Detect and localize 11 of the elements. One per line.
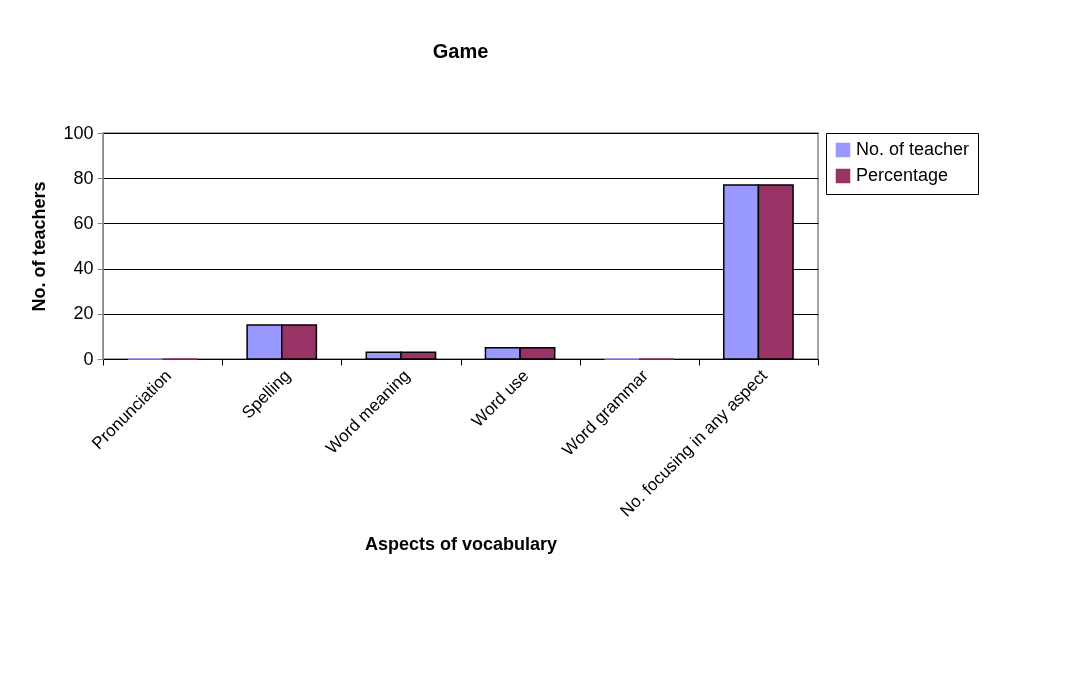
y-tick-label: 100 (63, 122, 94, 143)
y-tick-label: 60 (73, 212, 94, 233)
y-tick-label: 0 (83, 348, 94, 369)
y-axis-title: No. of teachers (29, 181, 50, 312)
x-axis-title: Aspects of vocabulary (364, 533, 558, 554)
chart-title: Game (432, 40, 489, 62)
legend-label: Percentage (856, 165, 949, 185)
y-tick-label: 20 (73, 303, 94, 324)
y-tick-label: 40 (73, 258, 94, 279)
legend-label: No. of teacher (856, 139, 970, 159)
y-tick-label: 80 (73, 167, 94, 188)
